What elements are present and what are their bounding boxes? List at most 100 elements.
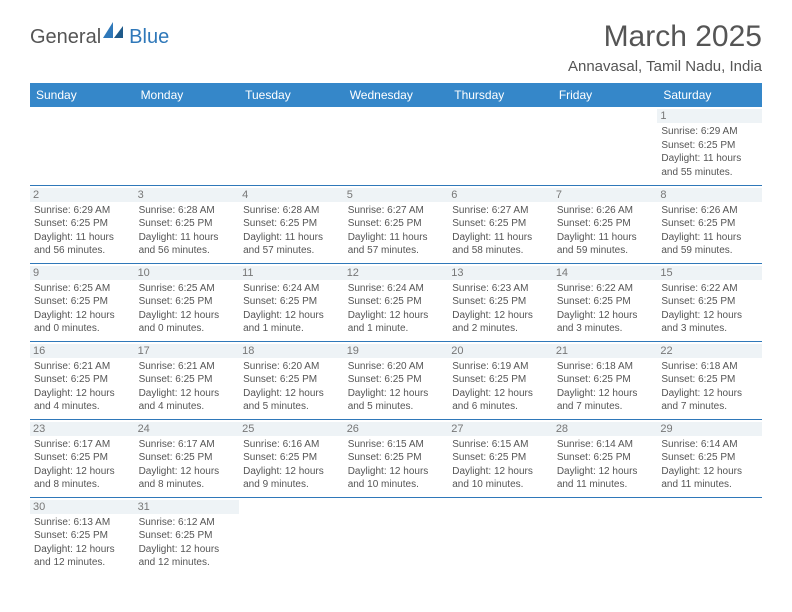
daylight-label: Daylight: — [139, 232, 181, 243]
calendar-cell: 3Sunrise: 6:28 AMSunset: 6:25 PMDaylight… — [135, 185, 240, 263]
sunrise-label: Sunrise: — [139, 361, 178, 372]
sunset-label: Sunset: — [348, 374, 385, 385]
calendar-cell: 19 Sunrise: 6:20 AMSunset: 6:25 PMDayligh… — [344, 341, 449, 419]
day-number: 19 — [344, 344, 449, 358]
calendar-cell: 15Sunrise: 6:22 AMSunset: 6:25 PMDayligh… — [657, 263, 762, 341]
day-number: 4 — [239, 188, 344, 202]
sunrise-value: 6:28 AM — [178, 205, 215, 216]
calendar-cell: 11Sunrise: 6:24 AMSunset: 6:25 PMDayligh… — [239, 263, 344, 341]
title-block: March 2025 Annavasal, Tamil Nadu, India — [568, 20, 762, 75]
sunrise-value: 6:23 AM — [492, 283, 529, 294]
calendar-cell: 7Sunrise: 6:26 AMSunset: 6:25 PMDaylight… — [553, 185, 658, 263]
day-number: 20 — [448, 344, 553, 358]
daylight-label: Daylight: — [452, 388, 494, 399]
calendar-cell: 6Sunrise: 6:27 AMSunset: 6:25 PMDaylight… — [448, 185, 553, 263]
day-data: Sunrise: 6:19 AMSunset: 6:25 PMDaylight:… — [452, 360, 549, 414]
daylight-label: Daylight: — [557, 310, 599, 321]
sunset-value: 6:25 PM — [384, 452, 421, 463]
sunset-label: Sunset: — [661, 218, 698, 229]
daylight-label: Daylight: — [243, 232, 285, 243]
sunrise-label: Sunrise: — [452, 283, 491, 294]
sunrise-label: Sunrise: — [557, 361, 596, 372]
day-data: Sunrise: 6:13 AMSunset: 6:25 PMDaylight:… — [34, 516, 131, 570]
sunset-label: Sunset: — [139, 530, 176, 541]
sunrise-value: 6:22 AM — [701, 283, 738, 294]
calendar-row: 2Sunrise: 6:29 AMSunset: 6:25 PMDaylight… — [30, 185, 762, 263]
day-number: 25 — [239, 422, 344, 436]
day-data: Sunrise: 6:26 AMSunset: 6:25 PMDaylight:… — [661, 204, 758, 258]
daylight-label: Daylight: — [34, 466, 76, 477]
sunrise-value: 6:27 AM — [387, 205, 424, 216]
sunset-label: Sunset: — [139, 218, 176, 229]
daylight-label: Daylight: — [243, 310, 285, 321]
sunrise-label: Sunrise: — [34, 517, 73, 528]
day-number: 1 — [657, 109, 762, 123]
calendar-body: 1 Sunrise: 6:29 AMSunset: 6:25 PMDaylight… — [30, 107, 762, 574]
day-number: 27 — [448, 422, 553, 436]
weekday-tuesday: Tuesday — [239, 83, 344, 107]
sunrise-label: Sunrise: — [348, 361, 387, 372]
day-data: Sunrise: 6:14 AMSunset: 6:25 PMDaylight:… — [661, 438, 758, 492]
logo-text-blue: Blue — [129, 26, 169, 49]
weekday-friday: Friday — [553, 83, 658, 107]
sunrise-label: Sunrise: — [34, 361, 73, 372]
day-number: 7 — [553, 188, 658, 202]
sunrise-value: 6:22 AM — [596, 283, 633, 294]
day-number: 16 — [30, 344, 135, 358]
sunrise-value: 6:19 AM — [492, 361, 529, 372]
sunrise-label: Sunrise: — [661, 126, 700, 137]
sunrise-value: 6:15 AM — [387, 439, 424, 450]
calendar-cell: 13Sunrise: 6:23 AMSunset: 6:25 PMDayligh… — [448, 263, 553, 341]
sunrise-value: 6:26 AM — [596, 205, 633, 216]
day-data: Sunrise: 6:18 AMSunset: 6:25 PMDaylight:… — [661, 360, 758, 414]
sunrise-label: Sunrise: — [139, 283, 178, 294]
day-data: Sunrise: 6:20 AMSunset: 6:25 PMDaylight:… — [243, 360, 340, 414]
day-number: 30 — [30, 500, 135, 514]
daylight-label: Daylight: — [661, 153, 703, 164]
weekday-saturday: Saturday — [657, 83, 762, 107]
page-header: General Blue March 2025 Annavasal, Tamil… — [30, 20, 762, 75]
calendar-row: 1 Sunrise: 6:29 AMSunset: 6:25 PMDaylight… — [30, 107, 762, 185]
day-number: 8 — [657, 188, 762, 202]
sunset-value: 6:25 PM — [594, 374, 631, 385]
sunrise-value: 6:28 AM — [283, 205, 320, 216]
sunrise-label: Sunrise: — [348, 439, 387, 450]
sunset-value: 6:25 PM — [175, 374, 212, 385]
calendar-cell — [657, 497, 762, 574]
daylight-label: Daylight: — [34, 232, 76, 243]
calendar-row: 23Sunrise: 6:17 AMSunset: 6:25 PMDayligh… — [30, 419, 762, 497]
calendar-cell: 4Sunrise: 6:28 AMSunset: 6:25 PMDaylight… — [239, 185, 344, 263]
sunrise-label: Sunrise: — [139, 439, 178, 450]
sunrise-label: Sunrise: — [348, 283, 387, 294]
sunset-value: 6:25 PM — [175, 218, 212, 229]
day-data: Sunrise: 6:22 AMSunset: 6:25 PMDaylight:… — [557, 282, 654, 336]
logo: General Blue — [30, 20, 169, 49]
sunrise-label: Sunrise: — [557, 439, 596, 450]
sunset-label: Sunset: — [34, 530, 71, 541]
sunrise-value: 6:13 AM — [73, 517, 110, 528]
day-number: 3 — [135, 188, 240, 202]
day-number: 29 — [657, 422, 762, 436]
daylight-label: Daylight: — [452, 310, 494, 321]
sunset-label: Sunset: — [661, 452, 698, 463]
day-number: 17 — [135, 344, 240, 358]
sunrise-value: 6:20 AM — [283, 361, 320, 372]
day-number: 5 — [344, 188, 449, 202]
sunrise-label: Sunrise: — [243, 439, 282, 450]
daylight-label: Daylight: — [557, 466, 599, 477]
sunset-value: 6:25 PM — [175, 296, 212, 307]
sunrise-label: Sunrise: — [661, 439, 700, 450]
day-number: 23 — [30, 422, 135, 436]
day-data: Sunrise: 6:24 AMSunset: 6:25 PMDaylight:… — [348, 282, 445, 336]
location-text: Annavasal, Tamil Nadu, India — [568, 58, 762, 75]
day-data: Sunrise: 6:20 AMSunset: 6:25 PMDaylight:… — [348, 360, 445, 414]
day-data: Sunrise: 6:28 AMSunset: 6:25 PMDaylight:… — [139, 204, 236, 258]
sunrise-value: 6:18 AM — [701, 361, 738, 372]
sunset-label: Sunset: — [452, 374, 489, 385]
sunset-label: Sunset: — [557, 218, 594, 229]
sunrise-value: 6:26 AM — [701, 205, 738, 216]
day-number: 18 — [239, 344, 344, 358]
daylight-label: Daylight: — [34, 310, 76, 321]
calendar-cell: 29 Sunrise: 6:14 AMSunset: 6:25 PMDayligh… — [657, 419, 762, 497]
day-data: Sunrise: 6:29 AMSunset: 6:25 PMDaylight:… — [661, 125, 758, 179]
